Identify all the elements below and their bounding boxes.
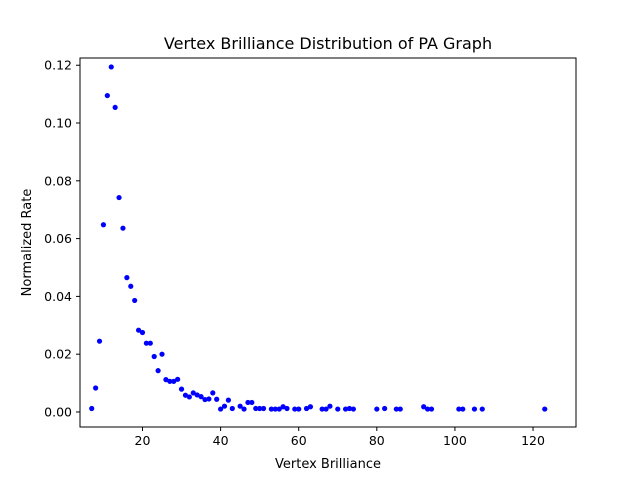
data-point xyxy=(221,403,228,409)
data-point xyxy=(350,406,356,412)
data-point xyxy=(104,92,110,99)
data-point xyxy=(249,399,255,406)
data-point xyxy=(327,403,333,409)
data-point xyxy=(116,194,122,201)
data-point xyxy=(93,385,99,391)
data-point xyxy=(194,392,200,398)
data-point xyxy=(241,406,247,412)
data-point xyxy=(292,406,298,412)
data-point xyxy=(112,104,118,111)
data-point xyxy=(182,392,189,398)
data-point xyxy=(120,225,126,231)
data-point xyxy=(280,404,286,410)
data-point xyxy=(456,406,462,412)
data-point xyxy=(202,396,208,403)
x-tick-label: 80 xyxy=(369,433,385,448)
data-point xyxy=(253,405,259,412)
y-axis-label: Normalized Rate xyxy=(20,189,35,297)
data-point xyxy=(421,404,427,410)
tick-layer: 20 40 60 80 100 120 0.00 0.02 0.04 0.06 0.08 0.10 0.… xyxy=(44,58,545,448)
data-point xyxy=(276,406,282,412)
data-point xyxy=(135,327,142,333)
data-point xyxy=(198,394,204,400)
y-tick-label: 0.08 xyxy=(44,173,72,188)
data-point xyxy=(237,403,243,409)
data-point xyxy=(163,377,169,383)
data-point xyxy=(159,351,165,357)
data-points xyxy=(89,64,548,412)
data-point xyxy=(190,390,196,396)
data-point xyxy=(167,378,173,384)
data-point xyxy=(424,406,431,412)
data-point xyxy=(303,405,310,412)
data-point xyxy=(257,405,263,412)
y-tick-label: 0.12 xyxy=(44,58,72,73)
chart-title: Vertex Brilliance Distribution of PA Gra… xyxy=(164,34,492,53)
data-point xyxy=(460,406,466,412)
data-point xyxy=(139,329,146,336)
data-point xyxy=(175,376,181,382)
data-point xyxy=(319,406,325,412)
data-point xyxy=(155,368,161,374)
data-point xyxy=(100,222,107,228)
data-point xyxy=(229,405,235,412)
data-point xyxy=(428,406,435,412)
data-point xyxy=(217,406,224,412)
data-point xyxy=(296,406,302,412)
data-point xyxy=(374,406,380,412)
data-point xyxy=(171,378,177,384)
x-axis-label: Vertex Brilliance xyxy=(275,457,381,472)
x-tick-label: 100 xyxy=(443,433,467,448)
data-point xyxy=(245,399,251,406)
data-point xyxy=(342,406,349,412)
data-point xyxy=(108,64,114,70)
data-point xyxy=(471,406,478,412)
x-tick-label: 120 xyxy=(521,433,545,448)
data-point xyxy=(260,405,267,412)
data-point xyxy=(147,340,153,346)
data-point xyxy=(214,396,220,402)
data-point xyxy=(307,404,314,410)
y-tick-label: 0.06 xyxy=(44,231,72,246)
data-point xyxy=(346,405,353,412)
data-point xyxy=(186,394,192,400)
data-point xyxy=(393,406,399,412)
x-tick-label: 60 xyxy=(291,433,307,448)
data-point xyxy=(210,390,216,396)
data-point xyxy=(284,405,290,412)
data-point xyxy=(382,405,388,412)
plot-frame xyxy=(79,57,577,428)
data-point xyxy=(479,406,485,412)
data-point xyxy=(124,275,130,281)
y-tick-label: 0.00 xyxy=(44,404,72,419)
data-point xyxy=(178,386,185,392)
data-point xyxy=(272,406,278,412)
data-point xyxy=(143,340,149,346)
data-point xyxy=(132,297,138,304)
data-point xyxy=(323,406,329,412)
data-point xyxy=(542,406,548,412)
y-tick-label: 0.02 xyxy=(44,347,72,362)
data-point xyxy=(89,405,95,412)
x-tick-label: 40 xyxy=(213,433,229,448)
y-tick-label: 0.04 xyxy=(44,289,72,304)
y-tick-label: 0.10 xyxy=(44,116,72,131)
x-tick-label: 20 xyxy=(135,433,151,448)
data-point xyxy=(151,353,157,360)
data-point xyxy=(96,338,103,344)
data-point xyxy=(206,396,212,402)
data-point xyxy=(397,406,403,412)
data-point xyxy=(268,406,274,412)
data-point xyxy=(128,283,134,289)
data-point xyxy=(335,406,341,412)
data-point xyxy=(225,397,232,403)
